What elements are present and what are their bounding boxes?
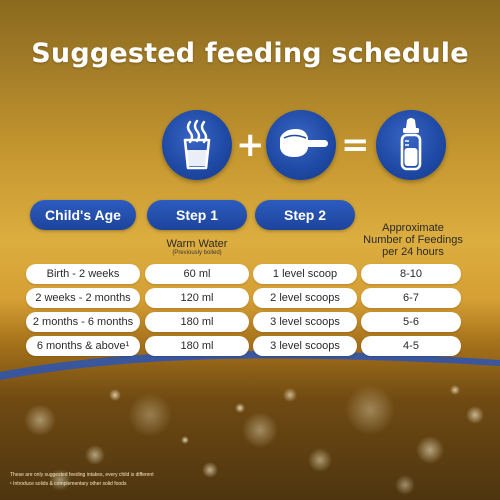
feedings-label: Approximate Number of Feedings per 24 ho… (358, 222, 468, 258)
table-cell-scoops: 3 level scoops (253, 336, 357, 356)
table-cell-age: 2 weeks - 2 months (26, 288, 140, 308)
table-cell-age: 6 months & above¹ (26, 336, 140, 356)
table-cell-feedings: 5-6 (361, 312, 461, 332)
previously-boiled-note: (Previously boiled) (172, 250, 222, 256)
table-cell-age: 2 months - 6 months (26, 312, 140, 332)
baby-bottle-icon (400, 118, 422, 171)
table-cell-feedings: 4-5 (361, 336, 461, 356)
table-cell-water: 120 ml (145, 288, 249, 308)
footnote-1: These are only suggested feeding intakes… (10, 472, 154, 478)
equals-sign: = (341, 125, 370, 165)
step1-label: Warm Water (Previously boiled) (147, 238, 247, 257)
warm-water-glass-icon (183, 119, 211, 170)
table-cell-water: 180 ml (145, 336, 249, 356)
child-age-header: Child's Age (30, 200, 136, 230)
table-cell-scoops: 2 level scoops (253, 288, 357, 308)
warm-water-label: Warm Water (166, 238, 228, 250)
table-cell-water: 60 ml (145, 264, 249, 284)
table-cell-age: Birth - 2 weeks (26, 264, 140, 284)
step2-header: Step 2 (255, 200, 355, 230)
table-cell-water: 180 ml (145, 312, 249, 332)
feedings-label-line3: per 24 hours (382, 246, 444, 258)
bottle-circle (376, 110, 446, 180)
plus-sign: + (236, 125, 265, 165)
table-cell-scoops: 1 level scoop (253, 264, 357, 284)
formula-scoop-icon (280, 129, 328, 157)
feedings-label-line2: Number of Feedings (363, 234, 463, 246)
table-cell-scoops: 3 level scoops (253, 312, 357, 332)
step1-header: Step 1 (147, 200, 247, 230)
footnote-2: ¹ Introduce solids & complementary other… (10, 481, 127, 487)
table-cell-feedings: 8-10 (361, 264, 461, 284)
scoop-circle (266, 110, 336, 180)
table-cell-feedings: 6-7 (361, 288, 461, 308)
warm-water-circle (162, 110, 232, 180)
feedings-label-line1: Approximate (382, 222, 444, 234)
page-title: Suggested feeding schedule (31, 38, 469, 69)
